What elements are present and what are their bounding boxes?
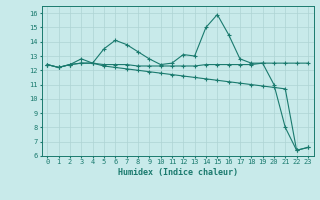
X-axis label: Humidex (Indice chaleur): Humidex (Indice chaleur)	[118, 168, 237, 177]
